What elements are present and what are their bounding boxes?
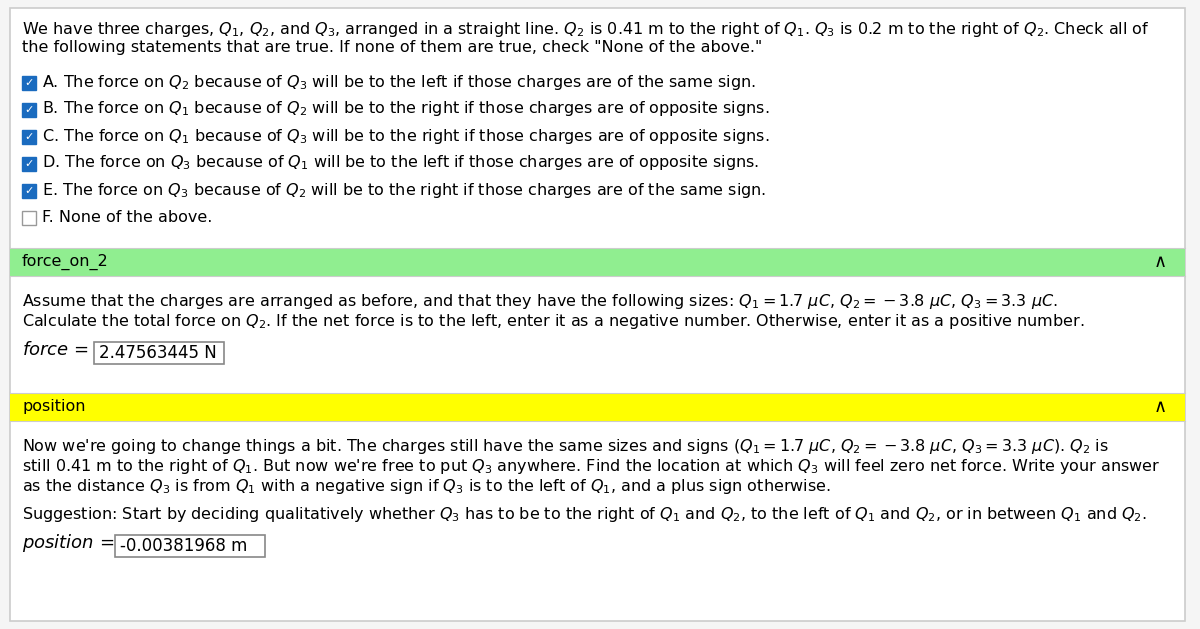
Text: as the distance $Q_3$ is from $Q_1$ with a negative sign if $Q_3$ is to the left: as the distance $Q_3$ is from $Q_1$ with… <box>22 477 830 496</box>
Bar <box>22 103 36 117</box>
Text: ✓: ✓ <box>24 78 34 88</box>
Text: C. The force on $Q_1$ because of $Q_3$ will be to the right if those charges are: C. The force on $Q_1$ because of $Q_3$ w… <box>42 126 769 145</box>
Text: $position$ =: $position$ = <box>22 532 114 554</box>
Text: 2.47563445 N: 2.47563445 N <box>98 344 217 362</box>
Text: ✓: ✓ <box>24 186 34 196</box>
Bar <box>22 157 36 171</box>
Bar <box>22 184 36 198</box>
Text: $force$ =: $force$ = <box>22 341 89 359</box>
Text: Calculate the total force on $Q_2$. If the net force is to the left, enter it as: Calculate the total force on $Q_2$. If t… <box>22 312 1085 331</box>
Text: Now we're going to change things a bit. The charges still have the same sizes an: Now we're going to change things a bit. … <box>22 437 1109 456</box>
Text: the following statements that are true. If none of them are true, check "None of: the following statements that are true. … <box>22 40 762 55</box>
Text: ✓: ✓ <box>24 105 34 115</box>
Text: force_on_2: force_on_2 <box>22 254 109 270</box>
Bar <box>94 342 224 364</box>
Text: ∧: ∧ <box>1154 398 1166 416</box>
Bar <box>22 211 36 225</box>
Text: E. The force on $Q_3$ because of $Q_2$ will be to the right if those charges are: E. The force on $Q_3$ because of $Q_2$ w… <box>42 181 767 199</box>
Text: ✓: ✓ <box>24 159 34 169</box>
Text: Suggestion: Start by deciding qualitatively whether $Q_3$ has to be to the right: Suggestion: Start by deciding qualitativ… <box>22 505 1147 524</box>
Text: position: position <box>22 399 85 415</box>
Text: Assume that the charges are arranged as before, and that they have the following: Assume that the charges are arranged as … <box>22 292 1058 311</box>
Text: B. The force on $Q_1$ because of $Q_2$ will be to the right if those charges are: B. The force on $Q_1$ because of $Q_2$ w… <box>42 99 769 118</box>
Text: F. None of the above.: F. None of the above. <box>42 209 212 225</box>
Bar <box>115 535 265 557</box>
Bar <box>22 76 36 90</box>
Text: still 0.41 m to the right of $Q_1$. But now we're free to put $Q_3$ anywhere. Fi: still 0.41 m to the right of $Q_1$. But … <box>22 457 1160 476</box>
Text: We have three charges, $Q_1$, $Q_2$, and $Q_3$, arranged in a straight line. $Q_: We have three charges, $Q_1$, $Q_2$, and… <box>22 20 1150 39</box>
Text: -0.00381968 m: -0.00381968 m <box>120 537 247 555</box>
Bar <box>10 393 1186 421</box>
Bar <box>10 248 1186 276</box>
Bar <box>22 130 36 144</box>
Text: ✓: ✓ <box>24 132 34 142</box>
Text: A. The force on $Q_2$ because of $Q_3$ will be to the left if those charges are : A. The force on $Q_2$ because of $Q_3$ w… <box>42 72 756 91</box>
Text: ∧: ∧ <box>1154 253 1166 271</box>
Text: D. The force on $Q_3$ because of $Q_1$ will be to the left if those charges are : D. The force on $Q_3$ because of $Q_1$ w… <box>42 153 760 172</box>
